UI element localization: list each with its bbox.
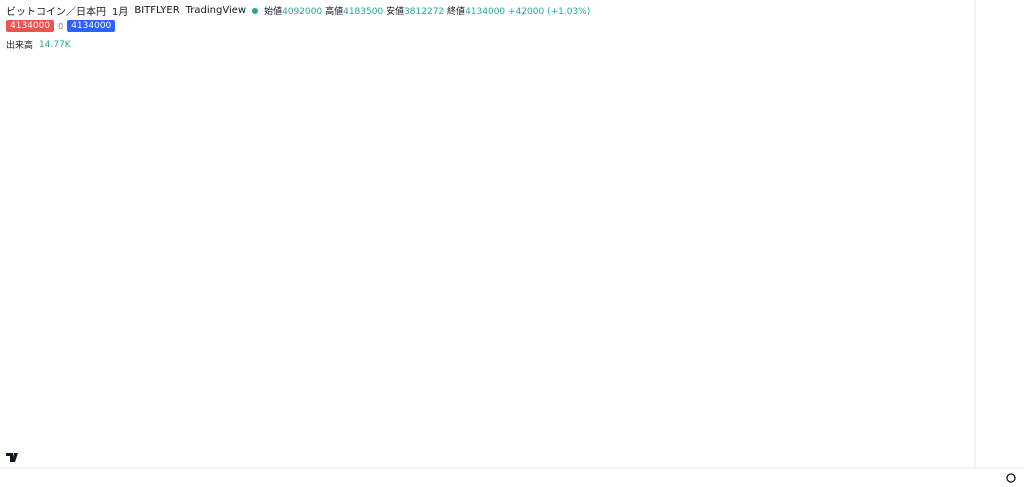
ohlc-value: 4134000 (465, 7, 506, 17)
sell-button[interactable]: 4134000 (6, 20, 55, 32)
tradingview-logo (6, 453, 18, 462)
volume-title: 出来高 (6, 41, 34, 51)
trade-line: 4134000 0 4134000 (6, 20, 116, 32)
change: +42000 (+1.03%) (508, 7, 591, 17)
ohlc-label: 高値 (325, 7, 344, 17)
buy-button[interactable]: 4134000 (67, 20, 116, 32)
source: TradingView (185, 5, 247, 16)
spread: 0 (58, 21, 64, 31)
ohlc-label: 安値 (386, 7, 405, 17)
ohlc-value: 4183500 (343, 7, 384, 17)
ohlc-value: 3812272 (404, 7, 445, 17)
ohlc-label: 終値 (447, 7, 466, 17)
ohlc-value: 4092000 (282, 7, 323, 17)
volume-value: 14.77K (39, 39, 71, 50)
symbol: ビットコイン／日本円 (6, 7, 106, 18)
status-dot (252, 7, 259, 14)
ohlc-label: 始値 (264, 7, 283, 17)
header-line: ビットコイン／日本円 1月 BITFLYER TradingView 始値409… (6, 3, 590, 18)
exchange: BITFLYER (134, 5, 180, 16)
volume-legend: 出来高 14.77K (6, 38, 71, 52)
interval: 1月 (112, 7, 129, 18)
settings-icon[interactable] (1006, 473, 1016, 483)
